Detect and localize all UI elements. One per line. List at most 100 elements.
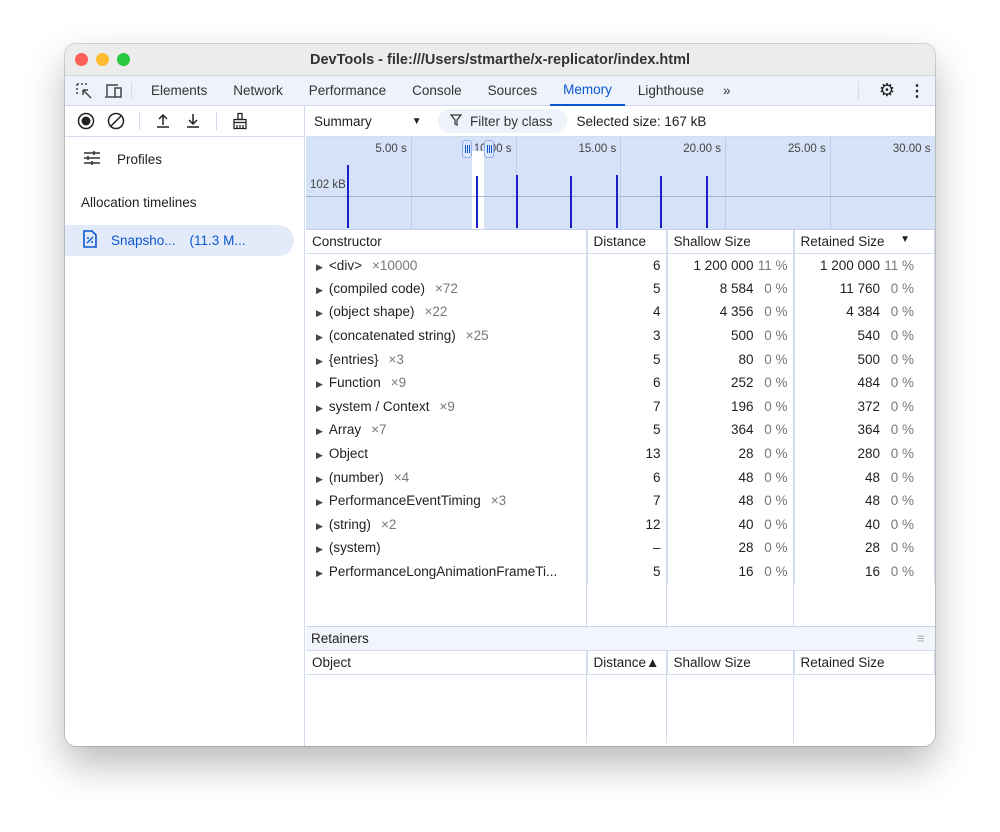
retained-percent: 0 % (890, 446, 914, 462)
shallow-size: 500 (730, 328, 754, 344)
memory-main: Summary ▼ Filter by class Selected size: … (306, 106, 935, 746)
tab-console[interactable]: Console (412, 83, 462, 98)
expand-triangle-icon[interactable]: ▶ (316, 426, 323, 437)
table-row[interactable]: ▶ (number) ×4 6 48 0 % 48 0 % (306, 465, 935, 489)
tab-elements[interactable]: Elements (151, 83, 208, 98)
timeline-allocation-bar (569, 175, 572, 228)
allocation-timeline[interactable]: 5.00 s10.00 s15.00 s20.00 s25.00 s30.00 … (306, 137, 935, 230)
retained-size: 28 (864, 540, 880, 556)
table-row[interactable]: ▶ PerformanceEventTiming ×3 7 48 0 % 48 0 % (306, 488, 935, 513)
timeline-selection[interactable] (471, 151, 485, 229)
distance-cell: 5 (587, 559, 668, 584)
expand-triangle-icon[interactable]: ▶ (316, 473, 323, 484)
record-button[interactable] (73, 109, 99, 133)
table-row[interactable]: ▶ (compiled code) ×72 5 8 584 0 % 11 760 0 % (306, 276, 935, 301)
distance-cell: 12 (587, 512, 668, 537)
tab-memory[interactable]: Memory (550, 76, 625, 106)
expand-triangle-icon[interactable]: ▶ (316, 450, 323, 461)
expand-triangle-icon[interactable]: ▶ (316, 332, 323, 343)
table-row[interactable]: ▶ (object shape) ×22 4 4 356 0 % 4 384 0 % (306, 300, 935, 324)
retained-size: 1 200 000 (819, 257, 880, 273)
expand-triangle-icon[interactable]: ▶ (316, 284, 323, 295)
expand-triangle-icon[interactable]: ▶ (316, 379, 323, 390)
timeline-size-gridline (306, 196, 935, 197)
column-constructor[interactable]: Constructor (306, 230, 588, 254)
constructor-name: PerformanceEventTiming (328, 493, 481, 509)
instance-count: ×10000 (371, 257, 418, 273)
tab-sources[interactable]: Sources (487, 83, 538, 98)
timeline-tick-label: 25.00 s (788, 143, 826, 155)
table-row[interactable]: ▶ Array ×7 5 364 0 % 364 0 % (306, 418, 935, 442)
view-select[interactable]: Summary ▼ (314, 114, 430, 129)
sliders-icon (83, 150, 101, 169)
timeline-tick-label: 20.00 s (683, 143, 721, 155)
retained-percent: 0 % (890, 422, 914, 438)
distance-cell: 4 (587, 300, 668, 324)
table-row[interactable]: ▶ system / Context ×9 7 196 0 % 372 0 % (306, 394, 935, 419)
retained-percent: 0 % (890, 540, 914, 556)
minimize-button[interactable] (96, 53, 109, 66)
shallow-percent: 0 % (764, 280, 788, 296)
load-profile-button[interactable] (150, 109, 176, 133)
table-row[interactable]: ▶ <div> ×10000 6 1 200 000 11 % 1 200 000 11… (306, 253, 935, 277)
expand-triangle-icon[interactable]: ▶ (316, 520, 323, 531)
snapshot-name: Snapsho... (111, 233, 176, 248)
shallow-size: 252 (730, 375, 754, 391)
expand-triangle-icon[interactable]: ▶ (316, 544, 323, 555)
shallow-percent: 0 % (764, 516, 788, 532)
snapshot-item[interactable]: Snapsho... (11.3 M... (65, 225, 294, 256)
timeline-gridline (410, 137, 412, 229)
retainers-column-retained-size[interactable]: Retained Size (794, 651, 935, 675)
column-retained-size[interactable]: Retained Size ▼ (794, 230, 935, 254)
column-distance[interactable]: Distance (587, 230, 668, 254)
tab-lighthouse[interactable]: Lighthouse (637, 83, 704, 98)
more-options-icon[interactable]: ⋮ (909, 82, 925, 100)
constructor-name: system / Context (328, 398, 430, 414)
table-row[interactable]: ▶ Function ×9 6 252 0 % 484 0 % (306, 370, 935, 395)
filter-by-class-input[interactable]: Filter by class (438, 109, 567, 133)
tab-performance[interactable]: Performance (308, 83, 387, 98)
retained-size-label: Retained Size (800, 233, 885, 249)
expand-triangle-icon[interactable]: ▶ (316, 355, 323, 366)
constructor-name: (string) (328, 516, 371, 532)
retained-size: 48 (864, 469, 880, 485)
shallow-percent: 0 % (764, 540, 788, 556)
table-row[interactable]: ▶ (concatenated string) ×25 3 500 0 % 540 0 … (306, 323, 935, 348)
more-tabs-icon[interactable]: » (722, 83, 731, 98)
inspect-element-icon[interactable] (73, 80, 95, 102)
settings-gear-icon[interactable]: ⚙ (878, 80, 895, 100)
instance-count: ×3 (490, 493, 507, 509)
table-row[interactable]: ▶ (string) ×2 12 40 0 % 40 0 % (306, 512, 935, 537)
close-button[interactable] (75, 53, 88, 66)
save-profile-button[interactable] (180, 109, 206, 133)
table-row[interactable]: ▶ {entries} ×3 5 80 0 % 500 0 % (306, 347, 935, 371)
retainers-column-object[interactable]: Object (306, 651, 588, 675)
expand-triangle-icon[interactable]: ▶ (316, 497, 323, 508)
retained-size: 484 (857, 375, 880, 391)
retained-size: 500 (857, 351, 880, 367)
tab-network[interactable]: Network (233, 83, 283, 98)
shallow-percent: 0 % (764, 398, 788, 414)
zoom-button[interactable] (117, 53, 130, 66)
expand-triangle-icon[interactable]: ▶ (316, 402, 323, 413)
table-row[interactable]: ▶ (system) – 28 0 % 28 0 % (306, 536, 935, 560)
device-toolbar-icon[interactable] (103, 80, 125, 102)
retainers-column-distance[interactable]: Distance▲ (587, 651, 668, 675)
selection-handle-icon[interactable] (461, 140, 472, 158)
expand-triangle-icon[interactable]: ▶ (316, 261, 323, 272)
collect-garbage-button[interactable] (227, 109, 253, 133)
expand-triangle-icon[interactable]: ▶ (316, 568, 323, 579)
selection-handle-icon[interactable] (484, 140, 495, 158)
sidebar-toolbar (65, 106, 304, 137)
shallow-size: 40 (738, 516, 754, 532)
profiles-sidebar: Profiles Allocation timelines Snapsho...… (65, 106, 305, 746)
instance-count: ×9 (439, 398, 455, 414)
expand-triangle-icon[interactable]: ▶ (316, 308, 323, 319)
clear-button[interactable] (103, 109, 129, 133)
column-shallow-size[interactable]: Shallow Size (667, 230, 795, 254)
drag-handle-icon[interactable]: ≡ (917, 631, 925, 646)
retainers-column-shallow-size[interactable]: Shallow Size (667, 651, 795, 675)
retained-percent: 0 % (890, 351, 914, 367)
table-row[interactable]: ▶ PerformanceLongAnimationFrameTi... 5 16… (306, 559, 935, 584)
table-row[interactable]: ▶ Object 13 28 0 % 280 0 % (306, 441, 935, 466)
